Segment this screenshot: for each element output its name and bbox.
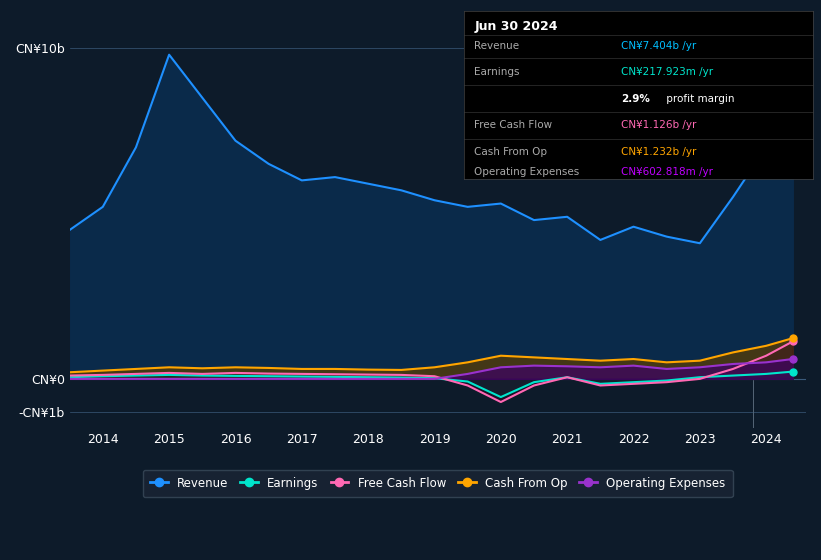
Text: CN¥7.404b /yr: CN¥7.404b /yr	[621, 41, 696, 52]
Text: CN¥217.923m /yr: CN¥217.923m /yr	[621, 67, 713, 77]
Text: CN¥1.232b /yr: CN¥1.232b /yr	[621, 147, 696, 157]
Text: Earnings: Earnings	[475, 67, 520, 77]
Text: Jun 30 2024: Jun 30 2024	[475, 20, 557, 32]
Text: Cash From Op: Cash From Op	[475, 147, 548, 157]
Text: CN¥602.818m /yr: CN¥602.818m /yr	[621, 167, 713, 178]
Legend: Revenue, Earnings, Free Cash Flow, Cash From Op, Operating Expenses: Revenue, Earnings, Free Cash Flow, Cash …	[143, 470, 733, 497]
Text: CN¥1.126b /yr: CN¥1.126b /yr	[621, 120, 696, 130]
Text: 2.9%: 2.9%	[621, 94, 649, 104]
Text: Operating Expenses: Operating Expenses	[475, 167, 580, 178]
Text: Free Cash Flow: Free Cash Flow	[475, 120, 553, 130]
Text: profit margin: profit margin	[663, 94, 734, 104]
Text: Revenue: Revenue	[475, 41, 520, 52]
